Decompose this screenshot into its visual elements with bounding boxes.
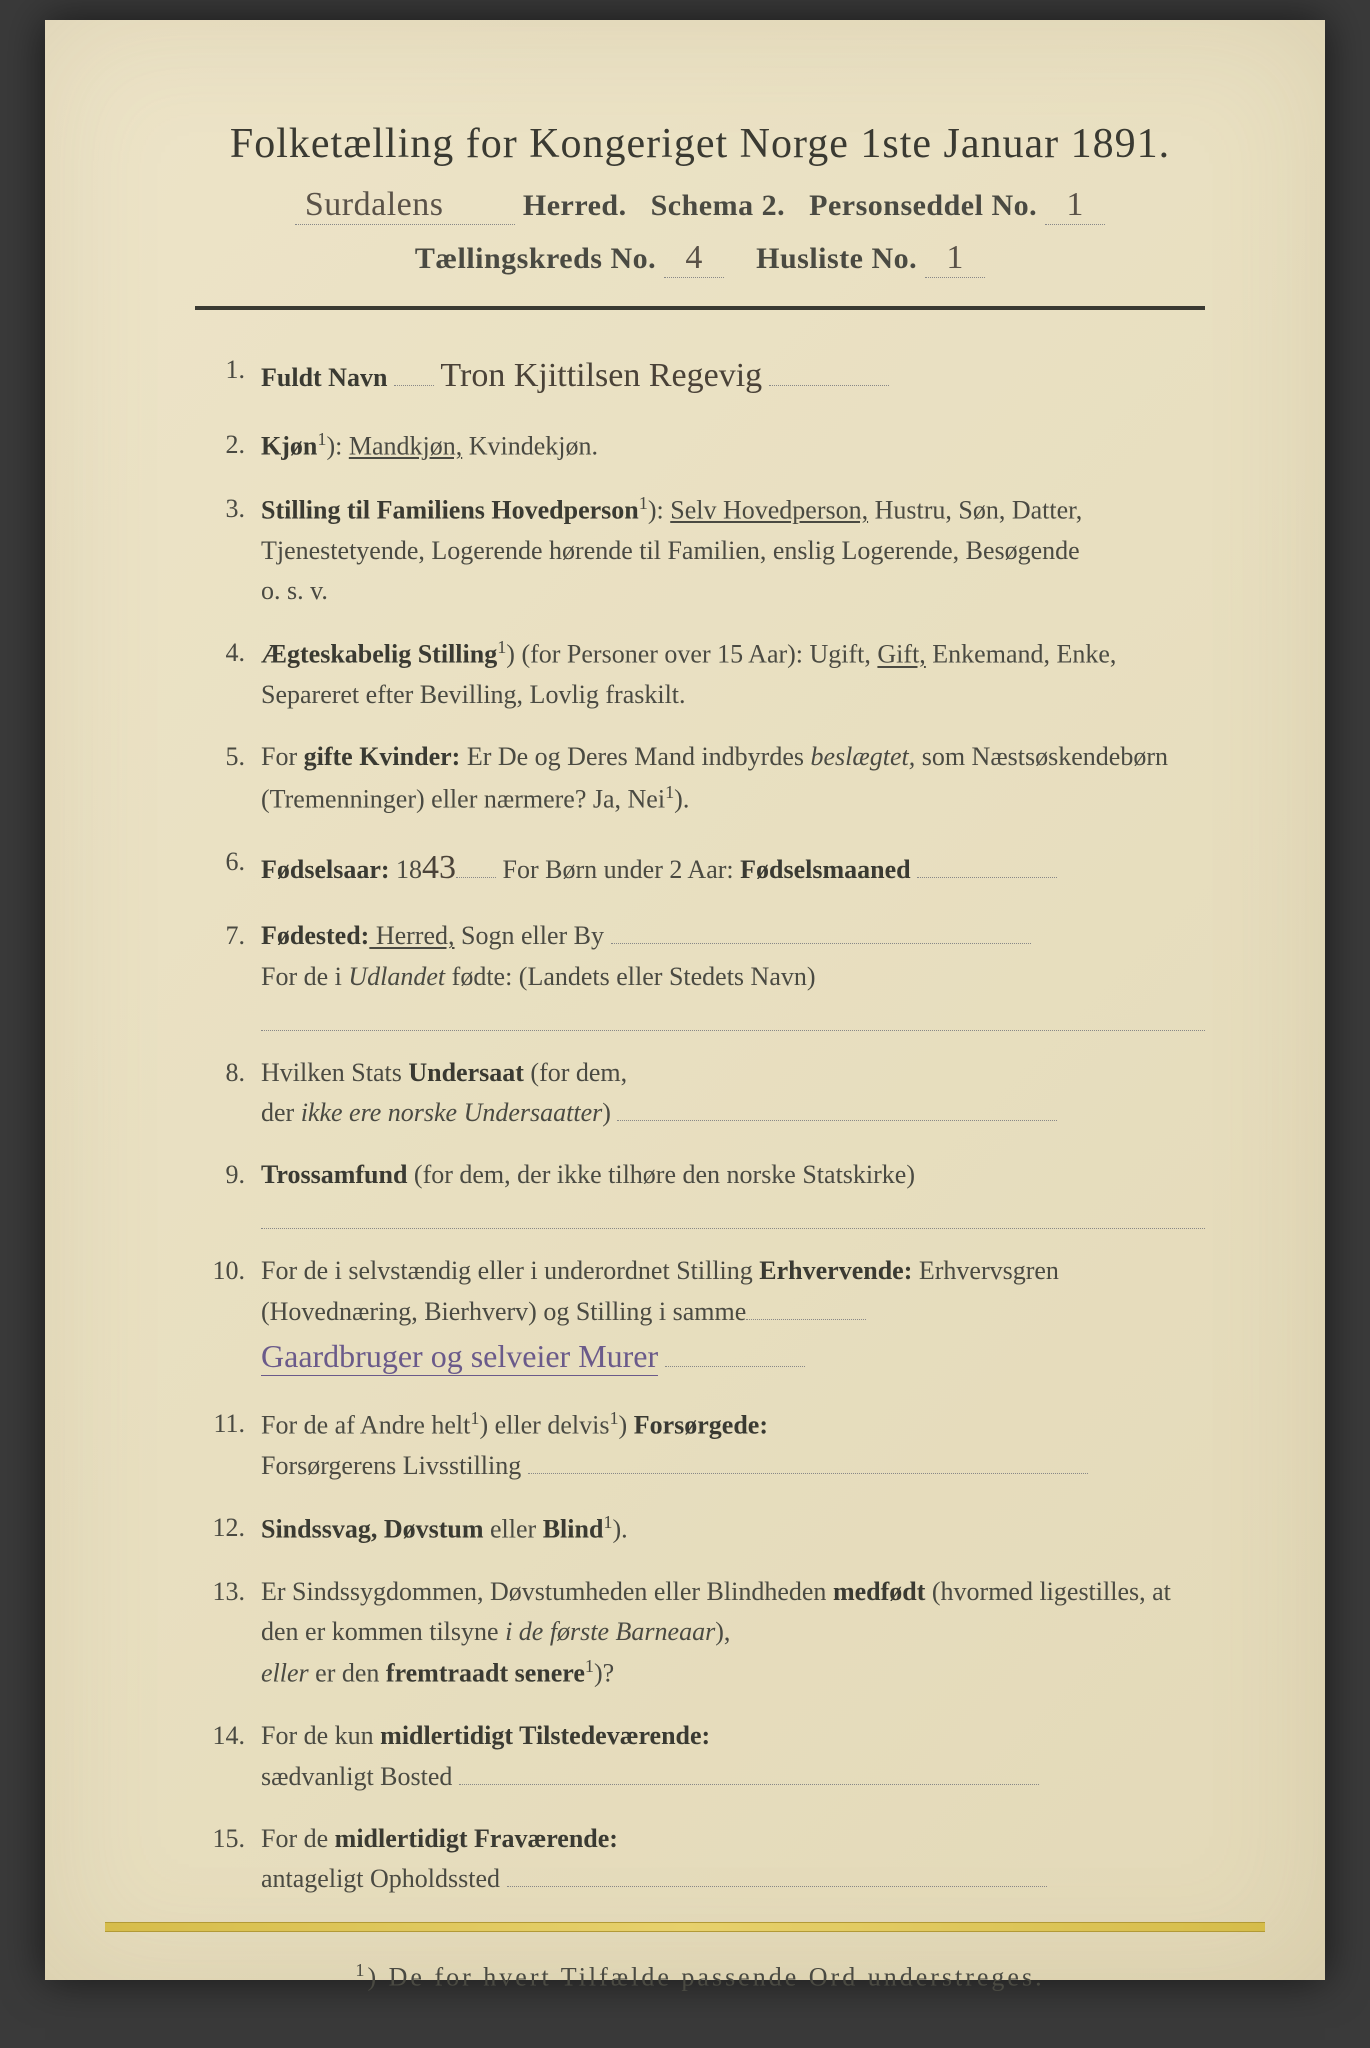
erhverv-value: Gaardbruger og selveier Murer (261, 1338, 658, 1376)
item-14: 14. For de kun midlertidigt Tilstedevære… (207, 1716, 1205, 1797)
form-items: 1. Fuldt Navn Tron Kjittilsen Regevig 2.… (195, 350, 1205, 1900)
personseddel-value: 1 (1045, 186, 1105, 225)
item-11: 11. For de af Andre helt1) eller delvis1… (207, 1404, 1205, 1486)
census-form-paper: Folketælling for Kongeriget Norge 1ste J… (45, 20, 1325, 1980)
item-2: 2. Kjøn1): Mandkjøn, Kvindekjøn. (207, 425, 1205, 467)
herred-label: Herred. (523, 189, 627, 222)
taellingskreds-label: Tællingskreds No. (415, 242, 656, 275)
schema-label: Schema 2. (651, 189, 786, 222)
item-10: 10. For de i selvstændig eller i underor… (207, 1251, 1205, 1381)
item-8: 8. Hvilken Stats Undersaat (for dem, der… (207, 1053, 1205, 1134)
item-1: 1. Fuldt Navn Tron Kjittilsen Regevig (207, 350, 1205, 403)
item-3: 3. Stilling til Familiens Hovedperson1):… (207, 489, 1205, 612)
item-12: 12. Sindssvag, Døvstum eller Blind1). (207, 1508, 1205, 1550)
item-5: 5. For gifte Kvinder: Er De og Deres Man… (207, 737, 1205, 819)
header-line-kreds: Tællingskreds No. 4 Husliste No. 1 (195, 239, 1205, 278)
item-4: 4. Ægteskabelig Stilling1) (for Personer… (207, 633, 1205, 715)
husliste-value: 1 (925, 239, 985, 278)
footnote: 1) De for hvert Tilfælde passende Ord un… (195, 1960, 1205, 1993)
item-15: 15. For de midlertidigt Fraværende: anta… (207, 1819, 1205, 1900)
aegteskab-selected: Gift, (877, 640, 925, 669)
husliste-label: Husliste No. (756, 242, 917, 275)
item-9: 9. Trossamfund (for dem, der ikke tilhør… (207, 1155, 1205, 1229)
fodselsaar-value: 43 (422, 849, 456, 886)
binding-stripe (105, 1922, 1265, 1932)
taellingskreds-value: 4 (664, 239, 724, 278)
kjon-selected: Mandkjøn, (349, 431, 462, 460)
item-7: 7. Fødested: Herred, Sogn eller By For d… (207, 916, 1205, 1030)
stilling-selected: Selv Hovedperson, (670, 495, 868, 524)
item-13: 13. Er Sindssygdommen, Døvstumheden elle… (207, 1572, 1205, 1695)
fuldt-navn-value: Tron Kjittilsen Regevig (440, 357, 762, 394)
item-6: 6. Fødselsaar: 1843 For Børn under 2 Aar… (207, 842, 1205, 895)
personseddel-label: Personseddel No. (809, 189, 1037, 222)
form-title: Folketælling for Kongeriget Norge 1ste J… (195, 120, 1205, 168)
herred-value: Surdalens (295, 186, 515, 225)
header-rule (195, 306, 1205, 310)
header-line-herred: Surdalens Herred. Schema 2. Personseddel… (195, 186, 1205, 225)
fodested-selected: Herred, (369, 921, 454, 950)
